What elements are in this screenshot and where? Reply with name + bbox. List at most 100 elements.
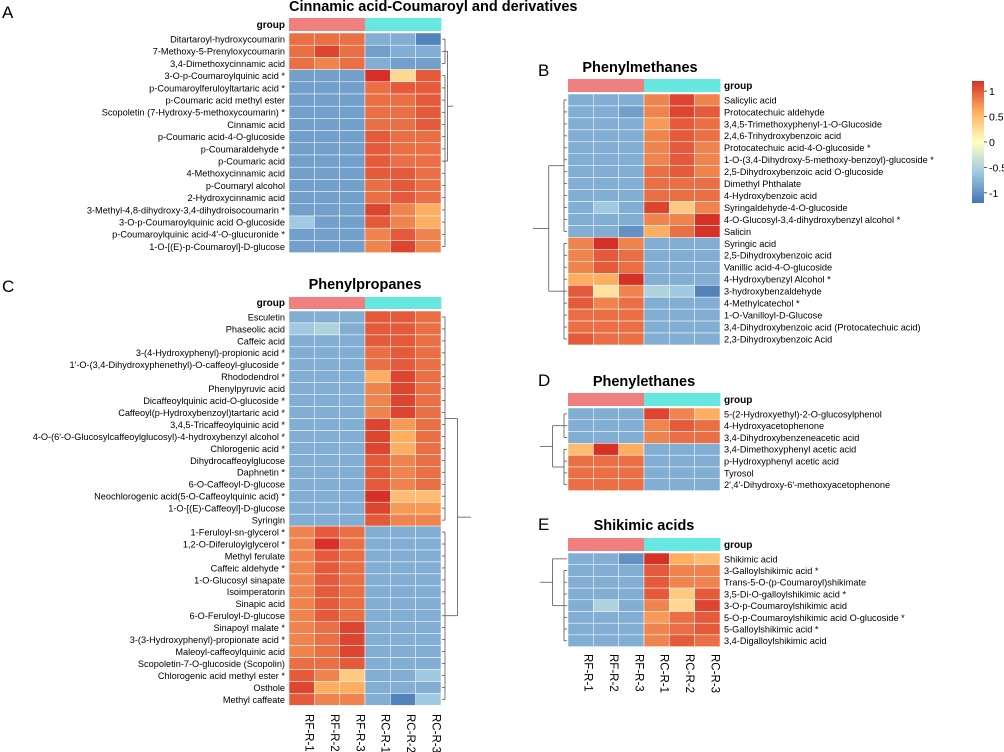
row-label-c: Neochlorogenic acid(5-O-Caffeoylquinic a…	[94, 492, 285, 502]
row-label-a: p-Coumaric acid methyl ester	[166, 96, 285, 106]
heatmap-cell-b-r11-c6	[694, 213, 721, 226]
heatmap-cell-b-r14-c5	[669, 249, 695, 262]
row-label-e: Trans-5-O-(p-Coumaroyl)shikimate	[724, 578, 866, 588]
row-label-a: p-Coumaroylferuloyltartaric acid *	[149, 83, 285, 93]
row-label-a: p-Coumaric acid	[218, 157, 285, 167]
heatmap-cell-a-r7-c4	[364, 105, 391, 119]
heatmap-cell-c-r28-c2	[314, 633, 340, 646]
row-label-c: 1-Feruloyl-sn-glycerol *	[191, 527, 286, 537]
heatmap-cell-c-r30-c3	[339, 657, 366, 670]
heatmap-cell-b-r4-c1	[567, 129, 594, 143]
heatmap-cell-b-r1-c3	[618, 93, 645, 107]
heatmap-cell-c-r13-c5	[390, 454, 416, 467]
row-label-c: 3-(4-Hydroxyphenyl)-propionic acid *	[136, 348, 286, 358]
row-label-c: Syringin	[252, 516, 285, 526]
heatmap-cell-b-r17-c5	[669, 284, 695, 298]
heatmap-cell-a-r16-c1	[288, 215, 315, 229]
heatmap-cell-d-r7-c5	[669, 478, 695, 491]
heatmap-cell-b-r19-c4	[643, 308, 670, 322]
heatmap-cell-b-r9-c1	[567, 189, 594, 202]
heatmap-cell-c-r27-c6	[415, 621, 442, 634]
heatmap-cell-c-r24-c3	[339, 585, 366, 599]
heatmap-cell-d-r6-c6	[694, 466, 721, 480]
heatmap-cell-b-r13-c4	[643, 237, 670, 250]
heatmap-cell-e-r2-c6	[694, 564, 721, 577]
heatmap-cell-c-r24-c6	[415, 585, 442, 599]
row-label-d: 4-Hydroxyacetophenone	[724, 421, 824, 431]
heatmap-cell-c-r13-c1	[288, 454, 315, 467]
heatmap-cell-a-r13-c2	[314, 179, 340, 192]
heatmap-title-a: Cinnamic acid-Coumaroyl and derivatives	[289, 0, 577, 15]
heatmap-cell-d-r7-c1	[567, 478, 594, 491]
heatmap-cell-a-r15-c1	[288, 203, 315, 217]
heatmap-cell-c-r18-c4	[364, 513, 391, 527]
heatmap-cell-e-r2-c5	[669, 564, 695, 577]
heatmap-cell-c-r29-c3	[339, 645, 366, 658]
group-bar-cell-e-3	[618, 538, 645, 551]
heatmap-cell-c-r4-c6	[415, 346, 442, 360]
heatmap-cell-e-r7-c2	[593, 622, 619, 636]
heatmap-cell-e-r7-c6	[694, 622, 721, 636]
row-label-b: 4-O-Glucosyl-3,4-dihydroxybenzyl alcohol…	[724, 215, 901, 225]
heatmap-cell-a-r18-c5	[390, 240, 416, 253]
heatmap-cell-b-r13-c2	[593, 237, 619, 250]
heatmap-cell-c-r5-c4	[364, 358, 391, 371]
heatmap-cell-c-r15-c2	[314, 478, 340, 491]
heatmap-cell-c-r10-c1	[288, 418, 315, 431]
row-label-c: Sinapoyl malate *	[214, 623, 286, 633]
heatmap-cell-c-r21-c3	[339, 549, 366, 563]
heatmap-cell-c-r23-c6	[415, 573, 442, 587]
heatmap-cell-b-r18-c1	[567, 296, 594, 310]
heatmap-cell-a-r5-c6	[415, 81, 442, 95]
heatmap-cell-b-r5-c4	[643, 141, 670, 155]
heatmap-cell-b-r15-c4	[643, 261, 670, 274]
column-label-c: RC-R-1	[379, 714, 391, 752]
heatmap-cell-b-r19-c1	[567, 308, 594, 322]
heatmap-cell-c-r3-c1	[288, 334, 315, 348]
legend-tick-label: 1	[989, 86, 995, 98]
heatmap-cell-b-r13-c1	[567, 237, 594, 250]
heatmap-cell-b-r2-c6	[694, 105, 721, 119]
heatmap-cell-e-r6-c6	[694, 611, 721, 624]
heatmap-cell-c-r5-c6	[415, 358, 442, 371]
heatmap-cell-c-r8-c5	[390, 394, 416, 407]
heatmap-cell-c-r21-c1	[288, 549, 315, 563]
heatmap-cell-a-r3-c2	[314, 57, 340, 70]
heatmap-cell-b-r20-c2	[593, 320, 619, 334]
legend-tick-label: 0	[989, 137, 995, 149]
heatmap-cell-c-r27-c2	[314, 621, 340, 634]
heatmap-cell-c-r12-c5	[390, 442, 416, 455]
heatmap-cell-c-r1-c6	[415, 310, 442, 324]
row-label-c: Sinapic acid	[235, 599, 285, 609]
heatmap-cell-a-r11-c1	[288, 154, 315, 168]
heatmap-cell-a-r11-c3	[339, 154, 366, 168]
heatmap-cell-c-r18-c1	[288, 513, 315, 527]
heatmap-cell-c-r2-c1	[288, 322, 315, 336]
row-label-e: 3,5-Di-O-galloylshikimic acid *	[724, 589, 846, 599]
heatmap-cell-b-r5-c2	[593, 141, 619, 155]
heatmap-cell-a-r14-c4	[364, 191, 391, 205]
heatmap-cell-e-r3-c5	[669, 576, 695, 589]
heatmap-cell-c-r31-c5	[390, 669, 416, 682]
heatmap-cell-c-r17-c3	[339, 501, 366, 515]
heatmap-cell-a-r9-c5	[390, 130, 416, 144]
heatmap-cell-c-r21-c6	[415, 549, 442, 563]
row-label-c: 3-(3-Hydroxyphenyl)-propionate acid *	[130, 635, 286, 645]
heatmap-cell-b-r8-c3	[618, 177, 645, 190]
heatmap-cell-b-r17-c6	[694, 284, 721, 298]
heatmap-cell-c-r31-c1	[288, 669, 315, 682]
heatmap-cell-c-r5-c2	[314, 358, 340, 371]
heatmap-cell-c-r8-c1	[288, 394, 315, 407]
row-label-b: 4-Hydroxybenzoic acid	[724, 191, 817, 201]
heatmap-cell-d-r5-c4	[643, 454, 670, 468]
heatmap-cell-c-r10-c3	[339, 418, 366, 431]
heatmap-cell-a-r12-c2	[314, 166, 340, 180]
heatmap-cell-a-r1-c6	[415, 32, 442, 46]
heatmap-cell-a-r7-c6	[415, 105, 442, 119]
heatmap-cell-d-r5-c1	[567, 454, 594, 468]
heatmap-cell-c-r7-c1	[288, 382, 315, 395]
heatmap-cell-a-r13-c6	[415, 179, 442, 192]
heatmap-cell-a-r6-c4	[364, 93, 391, 107]
heatmap-cell-e-r4-c2	[593, 587, 619, 601]
